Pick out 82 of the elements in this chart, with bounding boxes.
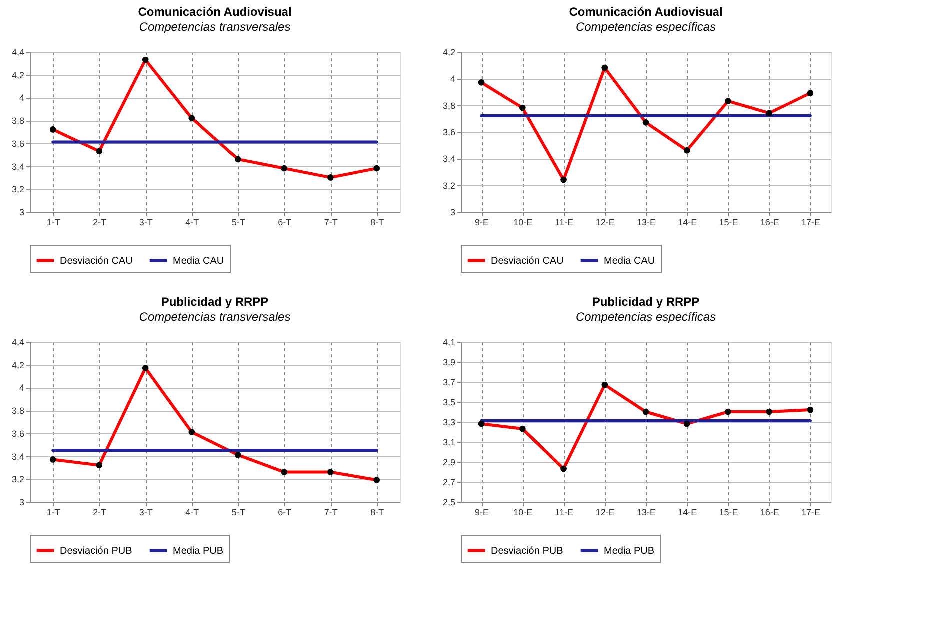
chart-subtitle: Competencias específicas <box>576 20 716 34</box>
y-tick-label: 4 <box>19 383 24 394</box>
legend-label: Media PUB <box>604 546 655 557</box>
y-tick-label: 3 <box>450 208 456 218</box>
x-tick-label: 6-T <box>278 508 292 518</box>
y-tick-label: 3,6 <box>12 428 24 439</box>
y-tick-label: 3,9 <box>442 358 456 368</box>
x-tick-label: 8-T <box>370 508 385 518</box>
y-tick-label: 3,2 <box>442 180 456 191</box>
chart-title: Publicidad y RRPP <box>592 295 700 309</box>
x-tick-label: 5-T <box>232 218 246 228</box>
x-tick-label: 14-E <box>678 508 698 518</box>
x-tick-label: 1-T <box>46 218 61 228</box>
legend-label: Desviación CAU <box>491 256 564 267</box>
x-tick-label: 15-E <box>719 508 738 518</box>
x-tick-label: 2-T <box>93 508 108 518</box>
legend-label: Media CAU <box>173 256 224 267</box>
y-tick-label: 3,2 <box>12 474 24 485</box>
legend-label: Media CAU <box>604 256 656 267</box>
y-tick-label: 3,4 <box>12 162 24 172</box>
x-tick-label: 17-E <box>801 218 820 228</box>
x-tick-label: 9-E <box>475 218 490 228</box>
x-tick-label: 9-E <box>475 508 490 518</box>
y-tick-label: 3,1 <box>442 438 456 448</box>
y-tick-label: 4,2 <box>12 360 24 370</box>
y-tick-label: 3,5 <box>442 398 456 408</box>
y-tick-label: 4 <box>450 74 456 84</box>
y-tick-label: 3 <box>19 498 24 508</box>
x-tick-label: 3-T <box>139 508 154 518</box>
y-tick-label: 3,8 <box>442 100 456 111</box>
x-tick-label: 14-E <box>678 218 698 228</box>
y-tick-label: 2,9 <box>442 458 456 468</box>
y-tick-label: 3,7 <box>442 378 456 388</box>
y-tick-label: 3,6 <box>12 138 24 149</box>
legend-label: Media PUB <box>173 546 224 557</box>
legend-label: Desviación PUB <box>60 546 133 557</box>
x-tick-label: 7-T <box>324 218 338 228</box>
y-tick-label: 3,3 <box>442 418 456 428</box>
chart-title: Comunicación Audiovisual <box>569 5 723 19</box>
chart-subtitle: Competencias transversales <box>139 20 291 34</box>
y-tick-label: 4,4 <box>12 48 24 58</box>
legend-label: Desviación PUB <box>491 546 564 557</box>
x-tick-label: 1-T <box>46 508 61 518</box>
y-tick-label: 3,6 <box>442 128 456 138</box>
y-tick-label: 4,2 <box>12 70 24 80</box>
x-tick-label: 7-T <box>324 508 338 518</box>
chart-subtitle: Competencias transversales <box>139 310 291 324</box>
x-tick-label: 5-T <box>232 508 246 518</box>
x-tick-label: 10-E <box>514 218 533 228</box>
x-tick-label: 8-T <box>370 218 385 228</box>
x-tick-label: 4-T <box>186 508 200 518</box>
chart-title: Publicidad y RRPP <box>161 295 269 309</box>
chart-title: Comunicación Audiovisual <box>138 5 292 19</box>
x-tick-label: 17-E <box>801 508 820 518</box>
x-tick-label: 12-E <box>596 508 615 518</box>
x-tick-label: 6-T <box>278 218 292 228</box>
y-tick-label: 3,2 <box>12 184 24 195</box>
x-tick-label: 10-E <box>514 508 533 518</box>
legend-label: Desviación CAU <box>60 256 133 267</box>
y-tick-label: 2,5 <box>442 498 456 508</box>
y-tick-label: 3 <box>19 208 24 218</box>
y-tick-label: 3,4 <box>12 452 24 462</box>
x-tick-label: 16-E <box>760 218 780 228</box>
y-tick-label: 3,8 <box>12 406 24 416</box>
x-tick-label: 4-T <box>186 218 200 228</box>
x-tick-label: 13-E <box>636 218 656 228</box>
x-tick-label: 12-E <box>596 218 615 228</box>
x-tick-label: 3-T <box>139 218 154 228</box>
y-tick-label: 4,1 <box>442 338 456 348</box>
y-tick-label: 2,7 <box>442 478 456 488</box>
x-tick-label: 2-T <box>93 218 108 228</box>
chart-subtitle: Competencias específicas <box>576 310 716 324</box>
y-tick-label: 4,4 <box>12 338 24 348</box>
x-tick-label: 16-E <box>760 508 780 518</box>
x-tick-label: 13-E <box>636 508 656 518</box>
y-tick-label: 3,8 <box>12 116 24 126</box>
y-tick-label: 4 <box>19 93 24 104</box>
x-tick-label: 11-E <box>555 218 574 228</box>
x-tick-label: 11-E <box>555 508 574 518</box>
y-tick-label: 3,4 <box>442 154 456 164</box>
x-tick-label: 15-E <box>719 218 738 228</box>
y-tick-label: 4,2 <box>442 48 456 58</box>
